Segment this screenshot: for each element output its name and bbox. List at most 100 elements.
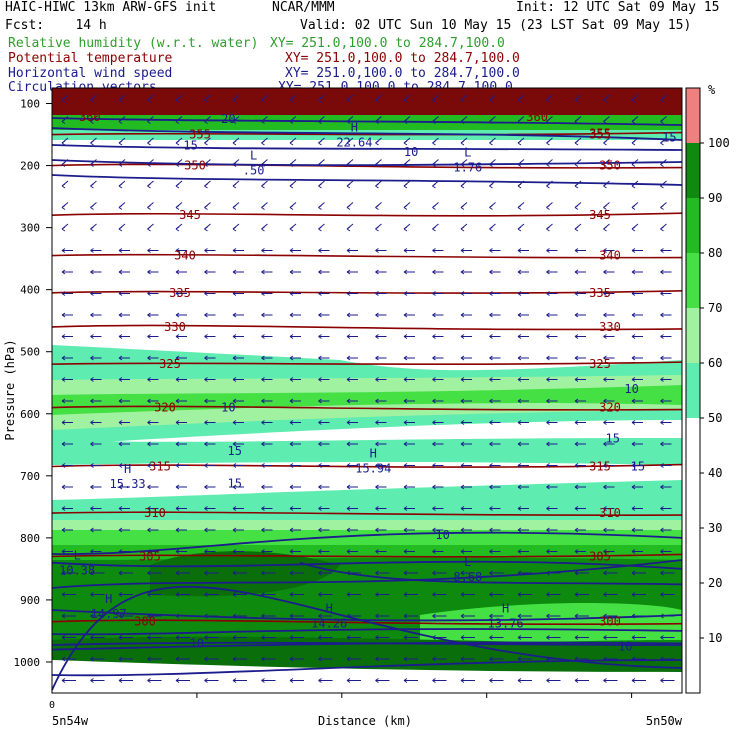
- wind-vector: [318, 248, 330, 253]
- wind-vector: [61, 484, 73, 490]
- wind-vector-head: [603, 334, 607, 339]
- colorbar-tick-label: 50: [708, 411, 722, 425]
- wind-vector: [460, 463, 472, 468]
- wind-vector: [375, 94, 382, 103]
- wind-vector-head: [517, 334, 522, 339]
- wind-vector-head: [517, 635, 522, 640]
- wind-vector: [660, 506, 672, 511]
- wind-vector-head: [61, 162, 66, 167]
- wind-vector: [118, 269, 130, 275]
- wind-vector-head: [631, 549, 636, 554]
- pressure-tick-label: 700: [20, 470, 40, 483]
- wind-vector-head: [432, 97, 436, 103]
- wind-vector-head: [175, 377, 180, 382]
- wind-vector: [175, 506, 187, 511]
- wind-vector: [546, 94, 553, 103]
- wind-vector: [660, 549, 672, 554]
- wind-vector: [232, 635, 247, 640]
- wind-vector: [403, 355, 415, 361]
- wind-vector: [318, 291, 330, 296]
- wind-vector: [546, 463, 558, 468]
- wind-vector: [204, 527, 216, 533]
- wind-vector: [175, 398, 187, 404]
- wind-vector: [460, 398, 472, 404]
- wind-vector: [175, 355, 187, 361]
- wind-vector-head: [403, 570, 408, 576]
- wind-vector-head: [603, 205, 607, 210]
- wind-vector-head: [147, 312, 151, 318]
- wind-vector-head: [318, 248, 322, 253]
- theta-contour-line: [51, 463, 683, 468]
- wind-vector: [289, 484, 301, 490]
- wind-vector: [546, 613, 561, 619]
- wind-vector: [175, 202, 183, 210]
- colorbar-tick-label: 20: [708, 576, 722, 590]
- wind-vector: [432, 527, 444, 533]
- wind-vector-head: [346, 441, 351, 447]
- wind-vector: [318, 656, 333, 662]
- wind-vector: [204, 202, 211, 210]
- wind-vector: [489, 635, 504, 640]
- wind-vector-head: [261, 97, 265, 103]
- wind-vector: [289, 527, 301, 533]
- wind-vector-head: [261, 269, 265, 275]
- wind-vector: [61, 291, 73, 296]
- wind-vector: [631, 269, 643, 275]
- wind-vector: [318, 94, 325, 103]
- wind-vector-head: [61, 377, 66, 382]
- wind-vector-head: [261, 205, 265, 210]
- wind-vector: [460, 202, 468, 210]
- theta-contour-line: [51, 289, 683, 294]
- wind-vector-head: [403, 97, 408, 103]
- wind-vector: [261, 269, 273, 275]
- extremum-value: 8.68: [453, 570, 482, 584]
- wind-vector: [631, 223, 639, 232]
- x-right-location: 5n50w: [646, 714, 683, 728]
- wind-vector: [204, 355, 216, 361]
- wind-vector-head: [546, 355, 550, 361]
- wind-vector-head: [432, 678, 436, 683]
- wind-vector-head: [546, 269, 550, 275]
- field-rh-xy: XY= 251.0,100.0 to 284.7,100.0: [270, 36, 505, 51]
- wind-vector-head: [631, 334, 636, 339]
- theta-contour-label: 315: [589, 460, 611, 474]
- wind-vector-head: [660, 463, 664, 468]
- wind-vector-head: [489, 592, 493, 597]
- wind-vector-head: [232, 355, 237, 361]
- wind-vector-head: [318, 97, 322, 103]
- wind-vector-head: [318, 678, 322, 683]
- wind-vector: [232, 484, 244, 490]
- wind-vector: [460, 94, 468, 103]
- wind-vector-head: [318, 140, 322, 146]
- wind-vector: [204, 592, 219, 597]
- wind-vector: [204, 656, 219, 662]
- wind-vector: [460, 484, 472, 490]
- wind-speed-label: 10: [190, 636, 204, 650]
- wind-vector: [403, 248, 415, 253]
- wind-vector-head: [375, 248, 379, 253]
- wind-vector: [432, 656, 447, 662]
- wind-vector-head: [546, 506, 550, 511]
- wind-vector-head: [346, 205, 351, 210]
- wind-vector-head: [631, 678, 636, 683]
- wind-vector: [603, 441, 615, 447]
- field-theta-xy: XY= 251.0,100.0 to 284.7,100.0: [285, 51, 520, 66]
- theta-contour-label: 345: [589, 208, 611, 222]
- wind-speed-contour: [51, 144, 683, 151]
- wind-vector-head: [660, 97, 664, 103]
- wind-vector: [603, 180, 610, 189]
- wind-vector: [289, 570, 304, 576]
- wind-vector: [403, 94, 411, 103]
- wind-vector-head: [61, 248, 66, 253]
- wind-vector-head: [175, 140, 180, 146]
- wind-vector-head: [375, 506, 379, 511]
- pressure-tick-label: 500: [20, 346, 40, 359]
- wind-vector-head: [489, 248, 493, 253]
- theta-contour-label: 340: [174, 249, 196, 263]
- wind-vector-head: [147, 291, 151, 296]
- theta-contour-label: 360: [79, 110, 101, 124]
- wind-vector-head: [61, 549, 66, 554]
- wind-vector-head: [318, 656, 322, 662]
- wind-vector-head: [375, 592, 379, 597]
- wind-vector: [118, 180, 126, 189]
